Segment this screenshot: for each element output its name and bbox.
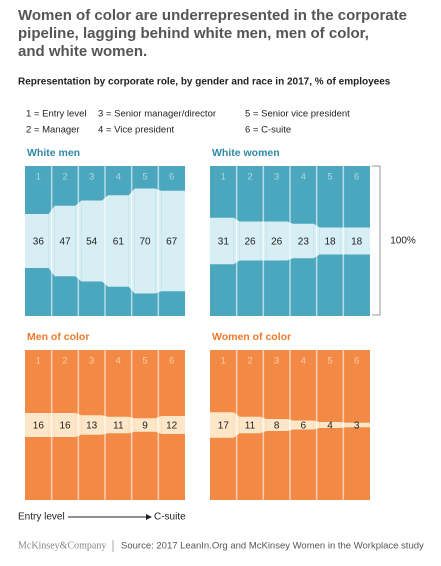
value-label: 18 [351, 237, 363, 248]
value-label: 70 [139, 237, 151, 248]
title-line: Women of color are underrepresented in t… [18, 7, 407, 24]
value-label: 17 [218, 421, 230, 432]
band [54, 205, 76, 277]
source: Source: 2017 LeanIn.Org and McKinsey Wom… [121, 541, 424, 552]
axis-start: Entry level [18, 512, 65, 523]
value-label: 47 [59, 237, 71, 248]
value-label: 61 [113, 237, 125, 248]
value-label: 13 [86, 421, 98, 432]
value-label: 31 [218, 237, 230, 248]
column-label: 6 [354, 356, 359, 367]
legend-item: 4 = Vice president [98, 125, 174, 136]
title-line: pipeline, lagging behind white men, men … [18, 25, 369, 42]
band [266, 221, 287, 261]
column-label: 3 [274, 172, 279, 183]
column-label: 2 [247, 172, 252, 183]
column-label: 1 [221, 172, 226, 183]
band [346, 227, 370, 255]
value-label: 12 [166, 421, 178, 432]
axis-end: C-suite [154, 512, 186, 523]
value-label: 36 [33, 237, 45, 248]
column-label: 1 [36, 356, 41, 367]
band [108, 195, 129, 287]
column-label: 1 [221, 356, 226, 367]
column-label: 4 [116, 172, 121, 183]
legend-item: 2 = Manager [26, 125, 80, 136]
value-label: 67 [166, 237, 178, 248]
column-label: 6 [169, 356, 174, 367]
value-label: 54 [86, 237, 98, 248]
column-label: 5 [327, 356, 332, 367]
band [161, 416, 185, 434]
subtitle: Representation by corporate role, by gen… [18, 77, 391, 88]
band [134, 188, 156, 294]
value-label: 18 [324, 237, 336, 248]
bracket [372, 165, 381, 316]
band [54, 413, 76, 437]
scale-label: 100% [390, 236, 416, 247]
column-label: 3 [274, 356, 279, 367]
column-label: 3 [89, 356, 94, 367]
band [108, 416, 129, 434]
band [25, 214, 49, 268]
band [293, 223, 314, 259]
band [161, 190, 185, 292]
value-label: 23 [298, 237, 310, 248]
column-label: 4 [301, 356, 306, 367]
band [239, 416, 261, 434]
value-label: 4 [327, 421, 333, 432]
band [81, 415, 102, 435]
column-label: 6 [354, 172, 359, 183]
column-label: 1 [36, 172, 41, 183]
column-label: 6 [169, 172, 174, 183]
value-label: 11 [113, 421, 124, 432]
band [210, 412, 234, 438]
value-label: 3 [354, 421, 360, 432]
value-label: 11 [245, 421, 256, 432]
value-label: 26 [244, 237, 256, 248]
value-label: 16 [33, 421, 45, 432]
brand: McKinsey&Company [18, 540, 106, 551]
column-label: 4 [301, 172, 306, 183]
band [81, 200, 102, 282]
band [319, 227, 341, 255]
column-label: 2 [62, 172, 67, 183]
column-label: 5 [327, 172, 332, 183]
value-label: 26 [271, 237, 283, 248]
panel-title: Women of color [212, 331, 291, 343]
band [239, 221, 261, 261]
column-label: 2 [62, 356, 67, 367]
band [266, 419, 287, 431]
panel-title: White women [212, 147, 280, 159]
band [293, 420, 314, 430]
title-line: and white women. [18, 43, 147, 60]
column-label: 4 [116, 356, 121, 367]
band [134, 418, 156, 432]
legend-item: 5 = Senior vice president [245, 109, 350, 120]
column-label: 3 [89, 172, 94, 183]
band [346, 422, 370, 428]
value-label: 9 [142, 421, 148, 432]
legend-item: 3 = Senior manager/director [98, 109, 216, 120]
panel-title: Men of color [27, 331, 89, 343]
legend-item: 1 = Entry level [26, 109, 86, 120]
value-label: 8 [274, 421, 280, 432]
value-label: 6 [301, 421, 307, 432]
arrow-head [146, 514, 152, 520]
column-label: 5 [142, 172, 147, 183]
band [25, 413, 49, 437]
panel-title: White men [27, 147, 80, 159]
column-label: 2 [247, 356, 252, 367]
band [210, 217, 234, 265]
legend-item: 6 = C-suite [245, 125, 291, 136]
value-label: 16 [59, 421, 71, 432]
band [319, 422, 341, 428]
column-label: 5 [142, 356, 147, 367]
